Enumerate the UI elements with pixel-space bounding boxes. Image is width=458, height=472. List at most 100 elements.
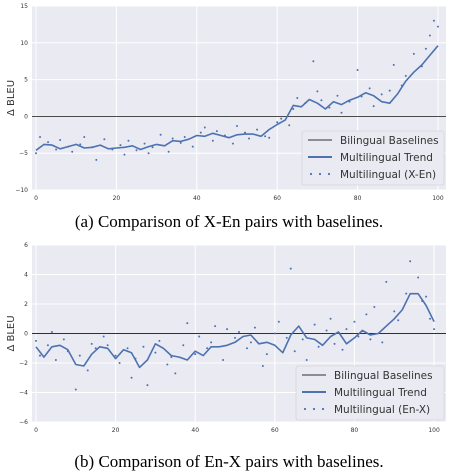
legend-box bbox=[301, 130, 445, 186]
data-point bbox=[90, 342, 93, 345]
data-point bbox=[119, 144, 122, 147]
data-point bbox=[428, 34, 431, 37]
data-point bbox=[388, 89, 391, 92]
data-point bbox=[432, 19, 435, 22]
data-point bbox=[353, 320, 356, 323]
y-tick-label: −10 bbox=[15, 187, 28, 194]
data-point bbox=[142, 345, 145, 348]
data-point bbox=[261, 364, 264, 367]
data-point bbox=[368, 87, 371, 90]
y-tick-label: 10 bbox=[20, 40, 28, 47]
data-point bbox=[293, 350, 296, 353]
data-point bbox=[425, 295, 428, 298]
data-point bbox=[372, 105, 375, 108]
data-point bbox=[143, 142, 146, 145]
trend-line bbox=[35, 292, 435, 369]
data-point bbox=[333, 342, 336, 345]
x-tick-label: 60 bbox=[271, 427, 279, 434]
data-point bbox=[183, 136, 186, 139]
data-point bbox=[174, 372, 177, 375]
data-point bbox=[102, 335, 105, 338]
data-point bbox=[74, 388, 77, 391]
y-axis-label: Δ BLEU bbox=[6, 80, 17, 116]
x-tick-label: 0 bbox=[34, 427, 38, 434]
data-point bbox=[35, 152, 38, 155]
chart-x-en: 0 20 40 60 80 100 −10 −5 0 5 10 15 Δ BLEU Bilingual B… bbox=[6, 3, 446, 202]
data-point bbox=[154, 351, 157, 354]
x-tick-label: 60 bbox=[273, 195, 281, 202]
chart-en-x: 0 20 40 60 80 100 −6 −4 −2 0 2 4 6 Δ BLEU Bilingual Ba… bbox=[6, 242, 446, 434]
data-point bbox=[325, 329, 328, 332]
data-point bbox=[39, 136, 42, 139]
data-point bbox=[280, 117, 283, 120]
legend-label: Multilingual (X-En) bbox=[340, 169, 436, 181]
y-tick-label: 2 bbox=[24, 301, 28, 308]
data-point bbox=[194, 353, 197, 356]
legend: Bilingual Baselines Multilingual Trend Mul… bbox=[301, 130, 445, 186]
data-point bbox=[373, 305, 376, 308]
data-point bbox=[103, 138, 106, 141]
data-point bbox=[424, 47, 427, 50]
y-tick-label: 6 bbox=[24, 242, 28, 249]
data-point bbox=[393, 310, 396, 313]
data-point bbox=[151, 146, 154, 149]
data-point bbox=[336, 94, 339, 97]
data-point bbox=[186, 322, 189, 325]
data-point bbox=[341, 348, 344, 351]
legend-label: Bilingual Baselines bbox=[334, 370, 433, 382]
x-tick-label: 0 bbox=[34, 195, 38, 202]
data-point bbox=[191, 145, 194, 148]
data-point bbox=[211, 139, 214, 142]
data-point bbox=[78, 354, 81, 357]
legend-label: Multilingual Trend bbox=[334, 387, 427, 399]
y-tick-label: −4 bbox=[19, 390, 28, 397]
caption-a: (a) Comparison of X-En pairs with baseli… bbox=[74, 212, 384, 231]
data-point bbox=[264, 135, 267, 138]
legend-key-point bbox=[312, 407, 316, 411]
legend-key-point bbox=[303, 407, 307, 411]
data-point bbox=[47, 141, 50, 144]
x-tick-label: 100 bbox=[432, 195, 444, 202]
x-tick-label: 20 bbox=[112, 427, 120, 434]
x-tick-label: 40 bbox=[193, 195, 201, 202]
trend-line bbox=[35, 45, 439, 151]
data-point bbox=[380, 93, 383, 96]
data-point bbox=[95, 158, 98, 161]
data-point bbox=[249, 341, 252, 344]
data-point bbox=[159, 133, 162, 136]
data-point bbox=[412, 52, 415, 55]
data-point bbox=[34, 339, 37, 342]
legend-label: Multilingual Trend bbox=[340, 152, 433, 164]
data-point bbox=[210, 341, 213, 344]
data-point bbox=[215, 130, 218, 133]
data-point bbox=[316, 90, 319, 93]
data-point bbox=[214, 325, 217, 328]
data-point bbox=[203, 126, 206, 129]
data-point bbox=[381, 341, 384, 344]
legend-key-point bbox=[318, 172, 322, 176]
data-point bbox=[199, 131, 202, 134]
x-tick-label: 100 bbox=[428, 427, 440, 434]
data-point bbox=[118, 362, 121, 364]
data-point bbox=[317, 345, 320, 348]
data-point bbox=[234, 336, 237, 339]
data-point bbox=[277, 320, 280, 323]
y-tick-label: 5 bbox=[24, 77, 28, 84]
x-tick-label: 80 bbox=[351, 427, 359, 434]
legend-label: Multilingual (En-X) bbox=[334, 404, 430, 416]
data-point bbox=[158, 339, 161, 342]
data-point bbox=[182, 344, 185, 347]
data-point bbox=[126, 347, 129, 350]
data-point bbox=[226, 328, 229, 331]
data-point bbox=[409, 260, 412, 263]
legend-label: Bilingual Baselines bbox=[340, 135, 439, 147]
data-point bbox=[46, 344, 49, 347]
data-point bbox=[206, 347, 209, 350]
data-point bbox=[356, 69, 359, 72]
data-point bbox=[357, 335, 360, 338]
data-point bbox=[106, 344, 109, 347]
data-point bbox=[244, 131, 247, 134]
data-point bbox=[285, 336, 288, 339]
data-point bbox=[171, 137, 174, 140]
